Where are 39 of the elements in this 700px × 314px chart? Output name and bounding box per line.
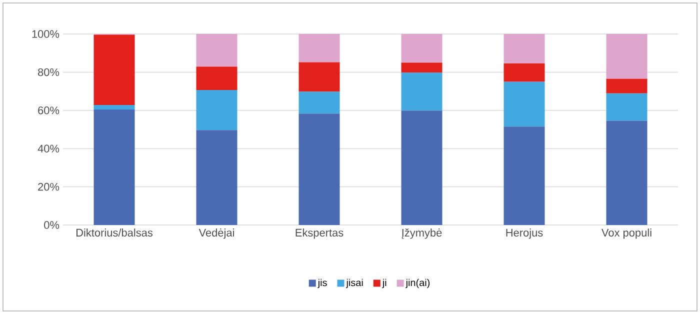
bar — [401, 62, 442, 73]
bar — [196, 130, 238, 225]
bar — [504, 34, 545, 64]
bar — [94, 109, 135, 225]
bar — [401, 110, 442, 225]
bar — [401, 34, 442, 63]
legend-label: jis — [318, 278, 327, 288]
bar — [196, 66, 238, 90]
bar — [504, 63, 545, 82]
x-tick-label: Vedėjai — [198, 228, 234, 239]
bar — [298, 62, 340, 92]
y-tick-label: 80% — [38, 68, 60, 76]
bar — [606, 34, 648, 79]
legend-label: jisai — [346, 278, 363, 288]
x-tick-label: Herojus — [506, 228, 543, 239]
bar — [94, 105, 135, 110]
bar — [298, 92, 340, 114]
y-tick-label: 100% — [32, 30, 60, 38]
y-tick-label: 40% — [38, 144, 60, 152]
bar — [401, 72, 442, 111]
bar — [606, 120, 648, 225]
bar — [298, 114, 340, 225]
bar — [606, 78, 648, 94]
bar — [606, 93, 648, 121]
bar — [298, 34, 340, 62]
bar — [504, 126, 545, 225]
legend-label: ji — [382, 278, 386, 288]
bar — [94, 34, 135, 106]
bar — [196, 90, 238, 130]
legend-label: jin(ai) — [406, 278, 430, 288]
y-tick-label: 60% — [38, 106, 60, 114]
y-tick-label: 0% — [44, 221, 60, 229]
bar — [196, 34, 238, 67]
x-tick-label: Diktorius/balsas — [76, 228, 153, 237]
bar — [504, 82, 545, 127]
x-tick-label: Įžymybė — [402, 228, 442, 239]
x-tick-label: Ekspertas — [296, 228, 344, 239]
x-tick-label: Vox populi — [602, 228, 652, 239]
y-tick-label: 20% — [38, 182, 60, 191]
